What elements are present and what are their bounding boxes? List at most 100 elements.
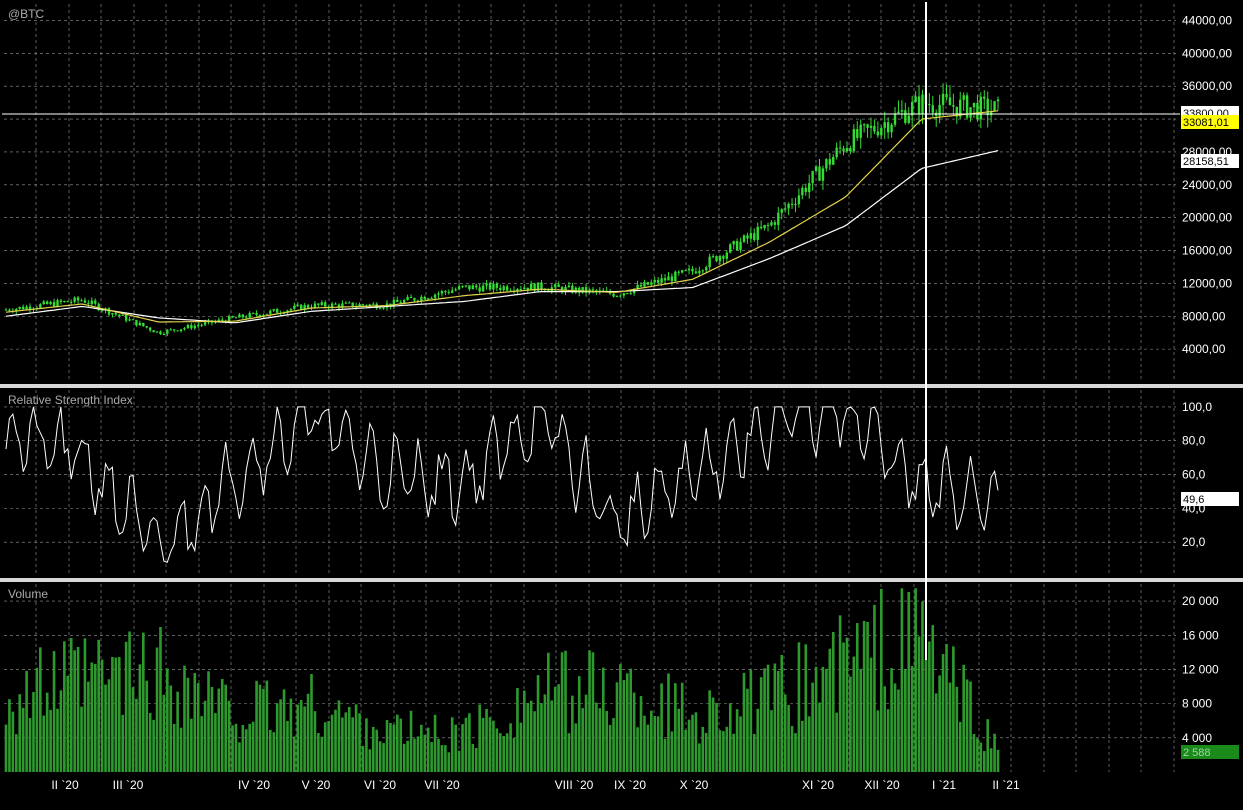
price-candle-body (145, 326, 148, 328)
volume-bar (941, 654, 945, 772)
price-candle-body (735, 241, 739, 251)
volume-bar (945, 643, 948, 772)
price-candle-body (183, 327, 186, 330)
price-candle-body (344, 302, 348, 304)
volume-bar (529, 700, 533, 772)
volume-bar (663, 738, 667, 772)
volume-bar (471, 743, 475, 772)
volume-bar (255, 680, 258, 772)
rsi-line (5, 406, 999, 563)
volume-bar (595, 702, 598, 772)
price-candle-body (131, 319, 135, 321)
volume-bar (155, 647, 159, 772)
volume-bar (162, 694, 166, 772)
volume-bar (684, 729, 687, 772)
price-candle-body (849, 148, 852, 152)
price-candle-body (976, 102, 979, 120)
volume-bar (639, 695, 643, 772)
price-candle-body (900, 110, 904, 112)
price-candle-body (983, 96, 986, 99)
volume-bar (574, 723, 578, 772)
volume-bar (608, 724, 612, 772)
volume-bar (371, 726, 375, 772)
volume-bar (890, 668, 893, 772)
volume-bar (159, 626, 162, 772)
price-candle-body (420, 296, 423, 302)
volume-bar (464, 717, 468, 772)
volume-bar (203, 700, 207, 772)
price-candle-body (447, 291, 450, 293)
price-candle-body (862, 124, 866, 126)
time-tick-label: IX `20 (614, 778, 646, 792)
volume-bar (214, 713, 217, 772)
price-candle-body (801, 187, 804, 196)
volume-bar (571, 695, 574, 772)
volume-bar (330, 714, 334, 772)
price-candle-body (859, 124, 862, 138)
volume-bar (838, 615, 842, 772)
price-candle-body (502, 286, 505, 290)
price-candle-body (722, 256, 725, 259)
price-candle-body (42, 301, 45, 305)
volume-bar (873, 604, 876, 772)
volume-bar (323, 722, 327, 772)
price-candle-body (368, 304, 372, 307)
price-candle-body (526, 287, 529, 290)
volume-bar (619, 664, 622, 772)
price-candle-body (238, 314, 241, 318)
volume-bar (869, 657, 873, 772)
volume-bar (468, 713, 471, 772)
volume-bar (739, 716, 742, 772)
price-candle-body (770, 222, 773, 226)
price-candle-body (423, 296, 426, 300)
price-candle-body (602, 290, 605, 292)
volume-bar (409, 710, 413, 772)
price-candle-body (152, 330, 155, 333)
price-candle-body (358, 304, 361, 307)
price-candle-body (427, 298, 430, 300)
volume-bar (4, 724, 8, 772)
pane-separator-price-rsi[interactable] (0, 384, 1243, 388)
volume-bar (746, 688, 749, 772)
price-candle-body (135, 319, 138, 326)
price-candle-body (948, 97, 952, 106)
price-candle-body (773, 222, 777, 225)
price-candle-body (979, 96, 983, 120)
volume-bar (121, 714, 125, 772)
price-candle-body (705, 267, 708, 271)
volume-bar (42, 715, 46, 772)
volume-bar (547, 652, 550, 772)
price-candle-body (66, 301, 69, 303)
price-candle-body (787, 203, 790, 209)
volume-bar (694, 712, 698, 772)
price-candle-body (275, 309, 279, 313)
volume-bar (265, 680, 269, 772)
volume-bar (32, 692, 35, 772)
price-candle-body (293, 305, 296, 309)
volume-bar (128, 631, 131, 772)
volume-bar (166, 668, 169, 772)
price-candle-body (28, 306, 32, 310)
price-candle-body (299, 304, 303, 310)
price-candle-body (97, 303, 100, 311)
rsi-last-label: 49,6 (1183, 494, 1204, 506)
price-candle-body (313, 303, 317, 308)
price-candle-body (626, 293, 629, 295)
price-candle-body (780, 209, 783, 213)
price-candle-body (495, 283, 499, 288)
price-candle-body (234, 317, 238, 319)
volume-bar (777, 670, 780, 772)
price-candle-body (172, 329, 176, 331)
volume-bar (258, 684, 262, 772)
price-candle-body (488, 283, 492, 290)
price-candle-body (481, 285, 485, 292)
price-candle-body (677, 271, 680, 273)
price-candle-body (186, 325, 190, 328)
pane-separator-rsi-volume[interactable] (0, 578, 1243, 582)
volume-bar (25, 670, 28, 772)
time-tick-label: II `20 (51, 778, 79, 792)
volume-bar (406, 740, 409, 772)
volume-bar (687, 719, 691, 772)
price-candle-body (330, 303, 334, 308)
